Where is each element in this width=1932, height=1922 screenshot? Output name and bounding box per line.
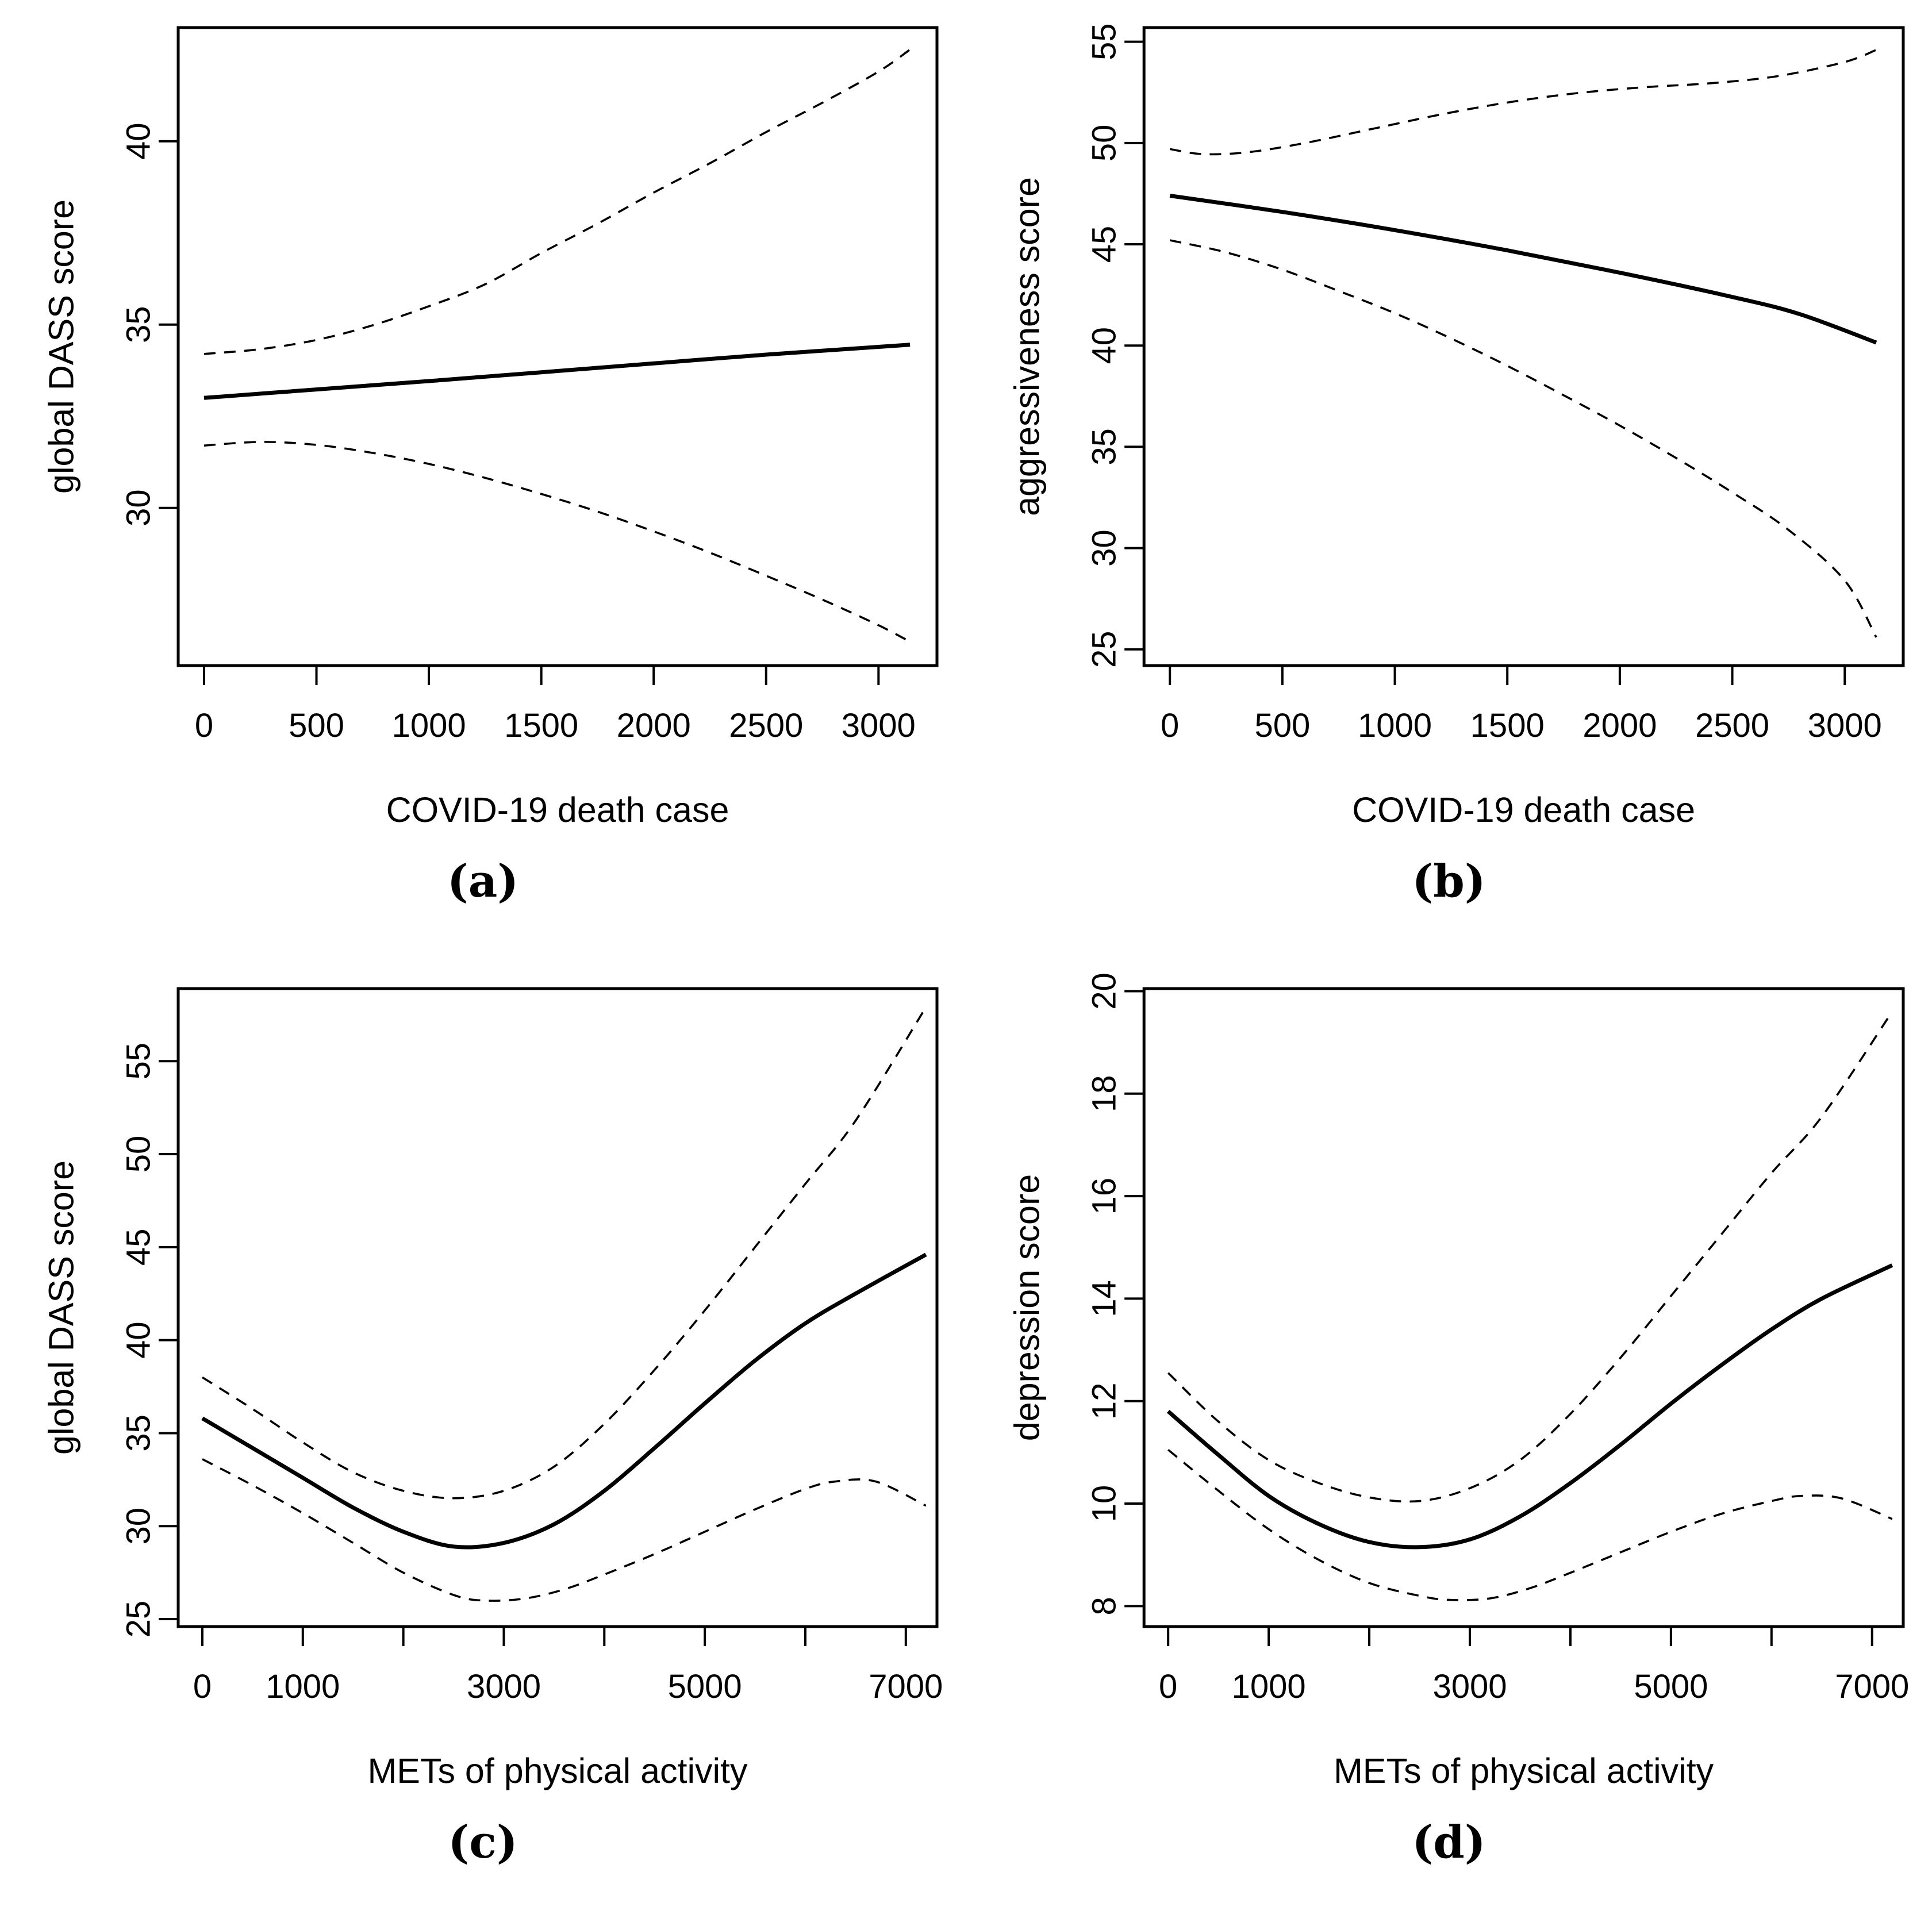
x-tick-label: 500 [1254, 707, 1310, 744]
fitted-line [1166, 1263, 1893, 1550]
plot-global-dass-vs-covid-deaths: 0 500 1000 1500 2000 2500 3000 30 35 40 COVID-19 d… [41, 26, 939, 829]
y-tick-label: 16 [1085, 1178, 1123, 1214]
y-axis-title: depression score [1007, 1174, 1046, 1441]
plot-box [1142, 26, 1905, 667]
confidence-band-line [203, 48, 911, 355]
confidence-band-line [202, 1458, 927, 1602]
y-tick-label: 10 [1085, 1485, 1123, 1522]
fitted-line [1169, 194, 1877, 345]
x-tick-label: 0 [1159, 1668, 1177, 1705]
y-tick-label: 55 [1085, 23, 1123, 60]
x-tick-label: 1000 [1232, 1668, 1306, 1705]
y-tick-label: 14 [1085, 1280, 1123, 1317]
plot-depression-vs-mets: 0 1000 3000 5000 7000 8 10 12 14 16 18 20 METs of ph… [1007, 972, 1909, 1790]
y-tick-label: 35 [120, 1414, 157, 1452]
confidence-band-line [1169, 239, 1877, 638]
panel-caption-c: (c) [448, 1816, 518, 1869]
x-tick-label: 2000 [617, 707, 691, 744]
y-tick-label: 30 [120, 1508, 157, 1545]
panel-caption-a: (a) [447, 855, 519, 908]
x-tick-label: 5000 [668, 1668, 742, 1705]
plot-global-dass-vs-mets: 0 1000 3000 5000 7000 25 30 35 40 45 50 55 METs of p… [41, 987, 943, 1790]
panel-b: 0 500 1000 1500 2000 2500 3000 25 30 35 40 45 50 55 CO… [966, 0, 1932, 961]
y-tick-label: 40 [120, 123, 157, 160]
panel-a: 0 500 1000 1500 2000 2500 3000 30 35 40 COVID-19 d… [0, 0, 966, 961]
confidence-band-line [202, 1006, 927, 1500]
panel-c: 0 1000 3000 5000 7000 25 30 35 40 45 50 55 METs of p… [0, 961, 966, 1922]
x-axis-title: COVID-19 death case [386, 790, 729, 829]
y-tick-label: 40 [1085, 327, 1123, 364]
y-axis-title: aggressiveness score [1007, 177, 1046, 516]
confidence-band-line [1169, 49, 1877, 156]
plot-box [1142, 987, 1905, 1628]
x-tick-label: 2000 [1583, 707, 1657, 744]
y-tick-label: 50 [1085, 125, 1123, 162]
panel-d: 0 1000 3000 5000 7000 8 10 12 14 16 18 20 METs of ph… [966, 961, 1932, 1922]
x-tick-label: 1000 [392, 707, 466, 744]
y-axis-title: global DASS score [41, 1160, 80, 1455]
x-tick-label: 7000 [869, 1668, 943, 1705]
x-tick-label: 7000 [1835, 1668, 1909, 1705]
x-tick-label: 2500 [1695, 707, 1769, 744]
y-tick-label: 8 [1085, 1597, 1123, 1615]
y-tick-label: 35 [1085, 428, 1123, 465]
x-tick-label: 3000 [1808, 707, 1882, 744]
x-tick-label: 1000 [266, 1668, 340, 1705]
panel-caption-b: (b) [1412, 855, 1486, 908]
fitted-line [203, 343, 911, 400]
panel-caption-d: (d) [1412, 1816, 1486, 1869]
x-axis-title: METs of physical activity [1334, 1751, 1714, 1790]
x-tick-label: 3000 [842, 707, 916, 744]
x-tick-label: 0 [195, 707, 213, 744]
x-tick-label: 0 [193, 1668, 212, 1705]
y-tick-label: 25 [120, 1601, 157, 1638]
y-tick-label: 45 [120, 1229, 157, 1266]
y-tick-label: 40 [120, 1321, 157, 1359]
x-tick-label: 1500 [504, 707, 578, 744]
x-axis-title: METs of physical activity [367, 1751, 748, 1790]
x-tick-label: 3000 [1432, 1668, 1507, 1705]
y-tick-label: 55 [120, 1043, 157, 1080]
x-tick-label: 2500 [729, 707, 803, 744]
x-tick-label: 1000 [1358, 707, 1432, 744]
x-axis-title: COVID-19 death case [1352, 790, 1695, 829]
y-tick-label: 20 [1085, 972, 1123, 1009]
confidence-band-line [203, 441, 911, 643]
y-tick-label: 30 [120, 489, 157, 526]
plot-box [176, 987, 939, 1628]
y-tick-label: 45 [1085, 226, 1123, 263]
plot-aggressiveness-vs-covid-deaths: 0 500 1000 1500 2000 2500 3000 25 30 35 40 45 50 55 CO… [1007, 23, 1905, 829]
y-tick-label: 12 [1085, 1382, 1123, 1419]
y-tick-label: 30 [1085, 529, 1123, 566]
confidence-band-line [1167, 1011, 1893, 1503]
x-tick-label: 500 [289, 707, 344, 744]
x-tick-label: 0 [1161, 707, 1179, 744]
fitted-line [201, 1252, 927, 1550]
y-tick-label: 50 [120, 1136, 157, 1173]
plot-box [176, 26, 939, 667]
y-tick-label: 18 [1085, 1075, 1123, 1112]
y-tick-label: 25 [1085, 631, 1123, 668]
x-tick-label: 5000 [1634, 1668, 1708, 1705]
x-tick-label: 1500 [1470, 707, 1545, 744]
confidence-band-line [1167, 1449, 1893, 1601]
y-axis-title: global DASS score [41, 199, 80, 494]
x-tick-label: 3000 [467, 1668, 541, 1705]
y-tick-label: 35 [120, 306, 157, 343]
